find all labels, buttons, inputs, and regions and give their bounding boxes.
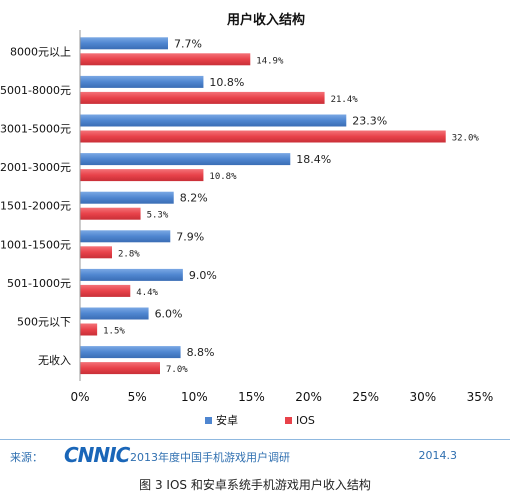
x-tick-label-0: 0%: [70, 390, 89, 404]
data-label-android-2: 23.3%: [352, 115, 387, 128]
data-label-ios-0: 14.9%: [256, 56, 284, 66]
data-label-android-5: 7.9%: [176, 230, 204, 243]
report-date: 2014.3: [418, 449, 458, 462]
bar-ios-4: [80, 207, 141, 220]
data-label-ios-1: 21.4%: [331, 95, 359, 105]
category-label-4: 1501-2000元: [0, 200, 71, 213]
bar-ios-0: [80, 53, 251, 66]
category-label-7: 500元以下: [17, 316, 71, 329]
data-label-android-0: 7.7%: [174, 37, 202, 50]
bar-ios-1: [80, 91, 325, 104]
x-tick-label-2: 10%: [181, 390, 208, 404]
data-label-ios-4: 5.3%: [147, 211, 169, 221]
source-label: 来源：: [10, 451, 43, 464]
x-tick-label-4: 20%: [295, 390, 322, 404]
legend-label-android: 安卓: [216, 413, 238, 427]
legend-label-ios: IOS: [296, 414, 315, 427]
data-label-android-3: 18.4%: [296, 153, 331, 166]
chart-title: 用户收入结构: [226, 12, 305, 28]
bar-android-6: [80, 268, 183, 281]
data-label-ios-3: 10.8%: [209, 172, 237, 182]
bar-android-5: [80, 230, 171, 243]
cnnic-logo: CNNIC: [64, 443, 130, 467]
bar-android-8: [80, 346, 181, 359]
legend-swatch-android: [205, 417, 212, 424]
bars-layer: 7.7%14.9%10.8%21.4%23.3%32.0%18.4%10.8%8…: [80, 37, 479, 375]
category-label-5: 1001-1500元: [0, 238, 71, 251]
bar-android-1: [80, 75, 204, 88]
data-label-android-1: 10.8%: [209, 76, 244, 89]
data-label-android-7: 6.0%: [155, 308, 183, 321]
figure-caption: 图 3 IOS 和安卓系统手机游戏用户收入结构: [139, 478, 371, 492]
data-label-ios-5: 2.8%: [118, 249, 140, 259]
data-label-android-4: 8.2%: [180, 192, 208, 205]
income-bar-chart: 用户收入结构 7.7% 14.9% 10.8% 21.4% 23.3% 32.0% 18.4…: [0, 12, 493, 427]
bar-android-7: [80, 307, 149, 320]
bar-ios-7: [80, 323, 98, 336]
data-label-android-6: 9.0%: [189, 269, 217, 282]
x-tick-label-1: 5%: [128, 390, 147, 404]
legend-swatch-ios: [285, 417, 292, 424]
x-tick-label-3: 15%: [238, 390, 265, 404]
category-label-2: 3001-5000元: [0, 123, 71, 136]
x-tick-label-5: 25%: [352, 390, 379, 404]
category-label-0: 8000元以上: [10, 45, 71, 58]
data-label-ios-8: 7.0%: [166, 365, 188, 375]
category-label-3: 2001-3000元: [0, 161, 71, 174]
axis-layer: 8000元以上 5001-8000元 3001-5000元 2001-3000元 150…: [0, 30, 493, 404]
survey-name: 2013年度中国手机游戏用户调研: [130, 451, 290, 464]
bar-android-3: [80, 153, 291, 166]
legend: 安卓 IOS: [205, 413, 315, 427]
bar-android-2: [80, 114, 347, 127]
bar-android-4: [80, 191, 174, 204]
category-label-1: 5001-8000元: [0, 84, 71, 97]
bar-ios-2: [80, 130, 446, 143]
bar-ios-5: [80, 246, 112, 259]
bar-ios-8: [80, 362, 160, 375]
bar-android-0: [80, 37, 168, 50]
category-label-8: 无收入: [38, 353, 71, 367]
data-label-ios-2: 32.0%: [452, 134, 480, 144]
data-label-android-8: 8.8%: [187, 346, 215, 359]
x-tick-label-6: 30%: [410, 390, 437, 404]
x-tick-label-7: 35%: [467, 390, 494, 404]
bar-ios-3: [80, 169, 204, 182]
data-label-ios-6: 4.4%: [136, 288, 158, 298]
data-label-ios-7: 1.5%: [103, 327, 125, 337]
category-label-6: 501-1000元: [7, 277, 71, 290]
source-footer: 来源： CNNIC 2013年度中国手机游戏用户调研 2014.3: [0, 439, 510, 470]
bar-ios-6: [80, 284, 131, 297]
